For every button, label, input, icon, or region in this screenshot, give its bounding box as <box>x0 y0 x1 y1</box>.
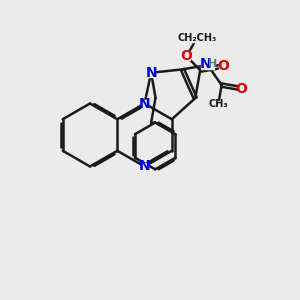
Text: CH₃: CH₃ <box>208 99 228 109</box>
Bar <box>219 62 227 70</box>
Text: N: N <box>145 66 157 80</box>
Text: O: O <box>236 82 247 95</box>
Bar <box>212 101 225 108</box>
Text: O: O <box>181 49 192 63</box>
Bar <box>141 163 148 170</box>
Bar <box>141 100 148 107</box>
Bar <box>201 61 214 69</box>
Text: N: N <box>139 160 150 173</box>
Text: CH₂CH₃: CH₂CH₃ <box>177 32 217 43</box>
Text: N: N <box>139 97 150 110</box>
Bar <box>147 69 155 76</box>
Bar <box>238 85 245 92</box>
Text: O: O <box>217 59 229 73</box>
Text: N: N <box>200 57 212 71</box>
Bar <box>186 34 207 42</box>
Bar <box>182 52 190 60</box>
Text: H: H <box>208 59 218 69</box>
